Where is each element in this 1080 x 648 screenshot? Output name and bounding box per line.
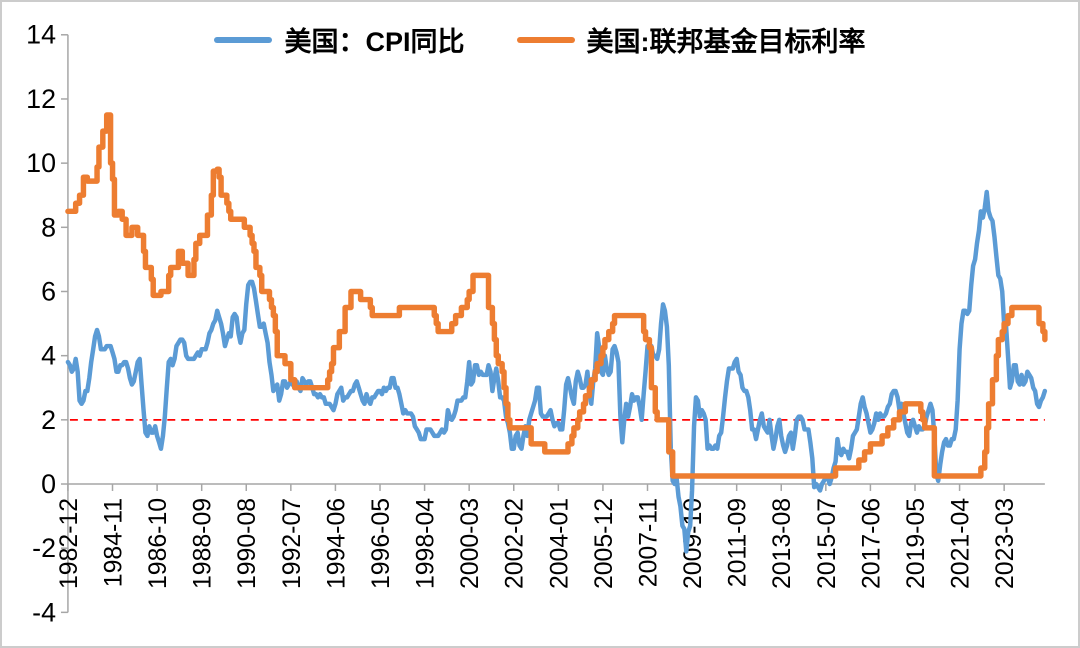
svg-text:1984-11: 1984-11 — [100, 498, 127, 587]
svg-text:2000-03: 2000-03 — [457, 498, 484, 589]
svg-text:1994-06: 1994-06 — [323, 498, 350, 589]
cpi-legend-label: 美国：CPI同比 — [284, 27, 465, 57]
svg-text:12: 12 — [26, 84, 56, 114]
svg-text:2019-05: 2019-05 — [903, 498, 930, 589]
svg-text:1992-07: 1992-07 — [279, 498, 306, 589]
svg-text:2013-08: 2013-08 — [769, 498, 796, 589]
svg-text:0: 0 — [41, 469, 56, 499]
svg-text:14: 14 — [26, 20, 56, 50]
svg-text:2005-12: 2005-12 — [591, 498, 618, 589]
svg-text:1998-04: 1998-04 — [413, 498, 440, 589]
svg-text:6: 6 — [41, 276, 56, 306]
cpi-line-swatch — [214, 36, 273, 43]
svg-text:1986-10: 1986-10 — [145, 498, 172, 589]
svg-text:2: 2 — [41, 405, 56, 435]
svg-text:4: 4 — [41, 341, 56, 371]
legend-item-fed-rate: 美国:联邦基金目标利率 — [516, 20, 866, 59]
svg-text:2007-11: 2007-11 — [635, 498, 662, 587]
svg-text:1990-08: 1990-08 — [234, 498, 261, 589]
legend-item-cpi: 美国：CPI同比 — [214, 20, 465, 59]
fed-rate-line-swatch — [516, 36, 575, 43]
svg-text:2023-03: 2023-03 — [992, 498, 1019, 589]
svg-text:2002-02: 2002-02 — [502, 498, 529, 589]
svg-text:2011-09: 2011-09 — [725, 498, 752, 587]
svg-text:1996-05: 1996-05 — [368, 498, 395, 589]
svg-text:2015-07: 2015-07 — [814, 498, 841, 589]
svg-text:1982-12: 1982-12 — [56, 498, 83, 589]
svg-text:8: 8 — [41, 212, 56, 242]
svg-text:-4: -4 — [32, 597, 56, 627]
svg-text:2017-06: 2017-06 — [858, 498, 885, 589]
svg-text:1988-09: 1988-09 — [190, 498, 217, 589]
svg-text:10: 10 — [26, 148, 56, 178]
fed-rate-legend-label: 美国:联邦基金目标利率 — [586, 27, 866, 57]
svg-text:-2: -2 — [32, 533, 56, 563]
svg-text:2021-04: 2021-04 — [948, 498, 975, 589]
chart-legend: 美国：CPI同比 美国:联邦基金目标利率 — [2, 20, 1078, 59]
svg-text:2004-01: 2004-01 — [546, 498, 573, 589]
